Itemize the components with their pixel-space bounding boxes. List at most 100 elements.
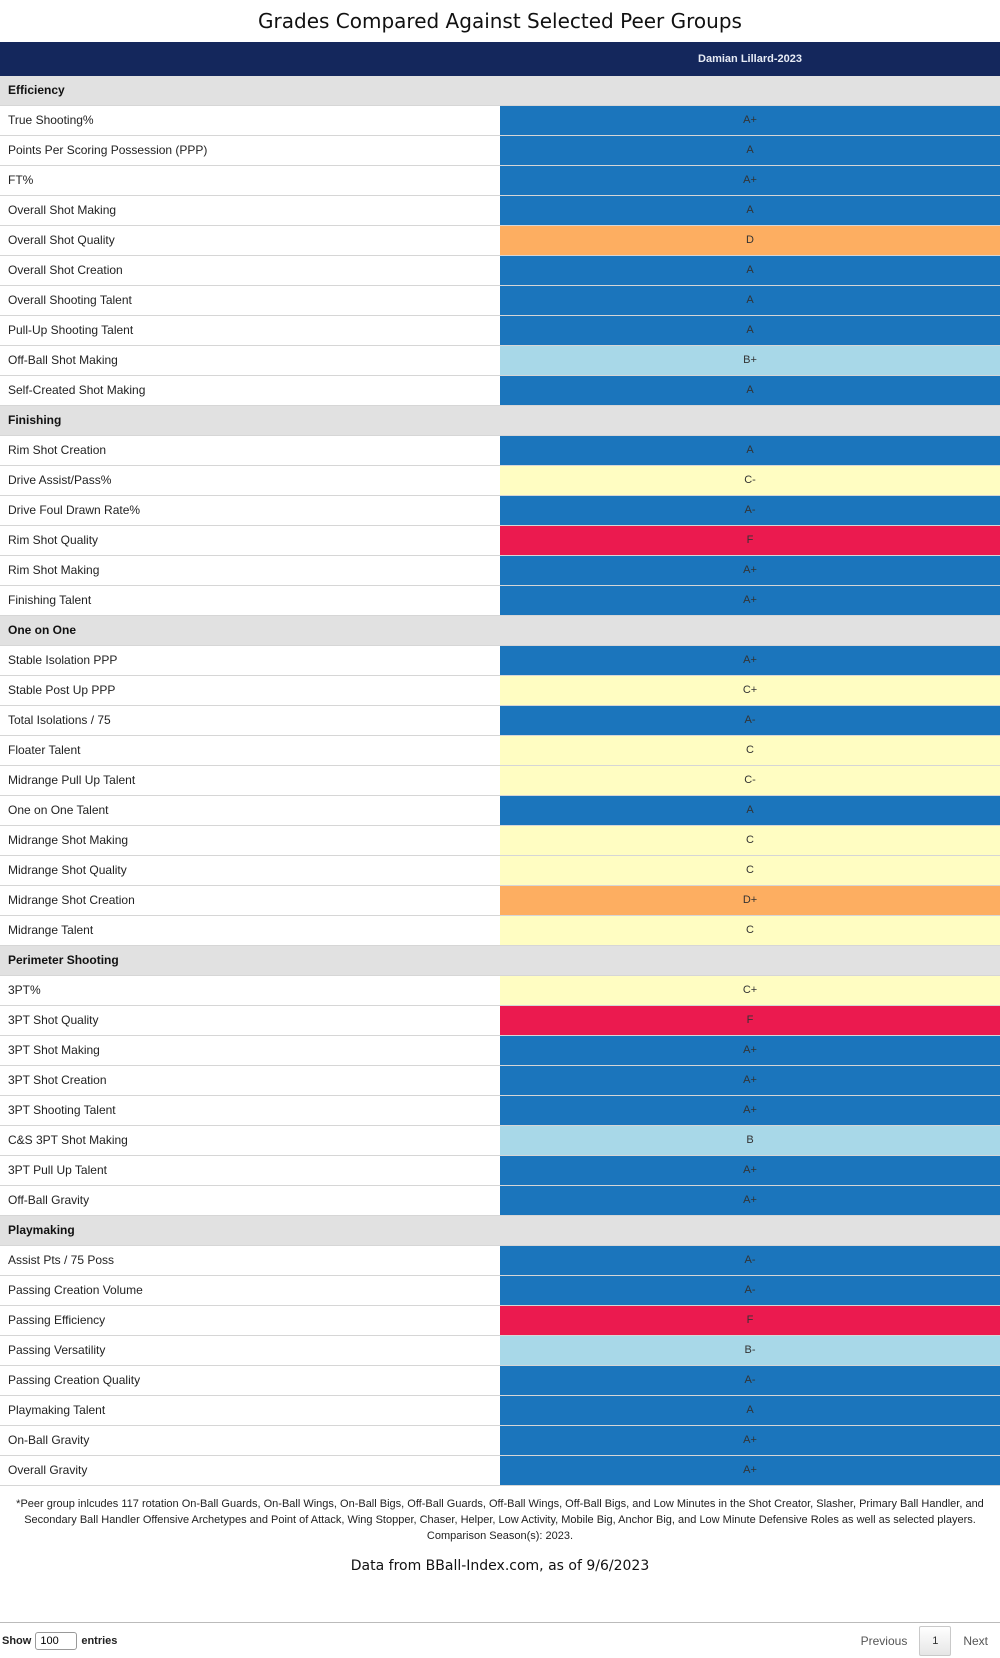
table-row: 3PT Shot Making A+ (0, 1036, 1000, 1066)
table-controls: Show entries Previous 1 Next (0, 1622, 1000, 1658)
grade-cell: A (500, 796, 1000, 825)
table-row: Finishing Talent A+ (0, 586, 1000, 616)
table-row: Drive Foul Drawn Rate% A- (0, 496, 1000, 526)
grade-cell: A+ (500, 1156, 1000, 1185)
grade-cell: A (500, 256, 1000, 285)
metric-label: Midrange Pull Up Talent (8, 773, 136, 787)
metric-label: 3PT Shooting Talent (8, 1103, 116, 1117)
section-blank-cell (500, 406, 1000, 435)
table-row: Overall Gravity A+ (0, 1456, 1000, 1486)
table-row: C&S 3PT Shot Making B (0, 1126, 1000, 1156)
table-row: Rim Shot Making A+ (0, 556, 1000, 586)
section-title: Efficiency (8, 83, 65, 97)
previous-button[interactable]: Previous (860, 1633, 908, 1648)
grade-cell: C (500, 856, 1000, 885)
table-row: 3PT% C+ (0, 976, 1000, 1006)
table-row: Midrange Shot Making C (0, 826, 1000, 856)
grade-cell: A+ (500, 1186, 1000, 1215)
metric-label: One on One Talent (8, 803, 109, 817)
table-row: Drive Assist/Pass% C- (0, 466, 1000, 496)
metric-label: Pull-Up Shooting Talent (8, 323, 134, 337)
grade-cell: B+ (500, 346, 1000, 375)
table-row: Overall Shot Making A (0, 196, 1000, 226)
next-button[interactable]: Next (963, 1633, 988, 1648)
table-row: Assist Pts / 75 Poss A- (0, 1246, 1000, 1276)
grade-cell: A+ (500, 166, 1000, 195)
table-header: Damian Lillard-2023 (0, 42, 1000, 76)
metric-label: Midrange Shot Making (8, 833, 129, 847)
page-length-control: Show entries (0, 1631, 117, 1650)
table-row: True Shooting% A+ (0, 106, 1000, 136)
metric-label: On-Ball Gravity (8, 1433, 90, 1447)
metric-label: Rim Shot Quality (8, 533, 99, 547)
metric-label: Stable Post Up PPP (8, 683, 116, 697)
table-row: Overall Shot Quality D (0, 226, 1000, 256)
grade-cell: C- (500, 466, 1000, 495)
grade-cell: A+ (500, 646, 1000, 675)
table-row: Floater Talent C (0, 736, 1000, 766)
table-row: FT% A+ (0, 166, 1000, 196)
player-column-header[interactable]: Damian Lillard-2023 (698, 53, 802, 65)
table-row: Stable Isolation PPP A+ (0, 646, 1000, 676)
table-row: Passing Versatility B- (0, 1336, 1000, 1366)
metric-label: Passing Creation Quality (8, 1373, 141, 1387)
metric-label: Total Isolations / 75 (8, 713, 111, 727)
table-row: Stable Post Up PPP C+ (0, 676, 1000, 706)
page-1-button[interactable]: 1 (919, 1625, 952, 1656)
section-header-row: Efficiency (0, 76, 1000, 106)
metric-label: Passing Creation Volume (8, 1283, 143, 1297)
grade-cell: A (500, 1396, 1000, 1425)
entries-input[interactable] (35, 1631, 78, 1650)
metric-label: Passing Efficiency (8, 1313, 106, 1327)
table-row: Pull-Up Shooting Talent A (0, 316, 1000, 346)
grade-cell: F (500, 1306, 1000, 1335)
pagination: Previous 1 Next (860, 1625, 1000, 1656)
grade-cell: A- (500, 706, 1000, 735)
grade-cell: C (500, 736, 1000, 765)
table-row: One on One Talent A (0, 796, 1000, 826)
table-row: Midrange Shot Quality C (0, 856, 1000, 886)
table-row: 3PT Shooting Talent A+ (0, 1096, 1000, 1126)
metric-label: Off-Ball Shot Making (8, 353, 118, 367)
grade-cell: F (500, 526, 1000, 555)
show-label: Show (2, 1634, 32, 1647)
metric-label: Rim Shot Making (8, 563, 100, 577)
metric-label: 3PT% (8, 983, 41, 997)
metric-label: Drive Foul Drawn Rate% (8, 503, 141, 517)
section-blank-cell (500, 616, 1000, 645)
section-header-row: Finishing (0, 406, 1000, 436)
grade-cell: A+ (500, 1066, 1000, 1095)
page-title: Grades Compared Against Selected Peer Gr… (258, 9, 742, 33)
section-header-row: Perimeter Shooting (0, 946, 1000, 976)
metric-label: 3PT Shot Quality (8, 1013, 99, 1027)
grade-cell: C (500, 826, 1000, 855)
data-source-note: Data from BBall-Index.com, as of 9/6/202… (350, 1558, 650, 1574)
table-row: Rim Shot Quality F (0, 526, 1000, 556)
table-row: Midrange Talent C (0, 916, 1000, 946)
metric-label: Midrange Shot Creation (8, 893, 135, 907)
grade-cell: A+ (500, 1096, 1000, 1125)
section-blank-cell (500, 1216, 1000, 1245)
grade-cell: A+ (500, 106, 1000, 135)
table-row: Points Per Scoring Possession (PPP) A (0, 136, 1000, 166)
table-row: On-Ball Gravity A+ (0, 1426, 1000, 1456)
grade-cell: D (500, 226, 1000, 255)
metric-label: Rim Shot Creation (8, 443, 107, 457)
metric-label: Playmaking Talent (8, 1403, 106, 1417)
grade-cell: F (500, 1006, 1000, 1035)
metric-label: Assist Pts / 75 Poss (8, 1253, 115, 1267)
section-title: One on One (8, 623, 77, 637)
metric-label: Midrange Shot Quality (8, 863, 127, 877)
table-row: Passing Creation Volume A- (0, 1276, 1000, 1306)
metric-label: True Shooting% (8, 113, 94, 127)
metric-label: Floater Talent (8, 743, 81, 757)
metric-label: Passing Versatility (8, 1343, 106, 1357)
metric-label: Points Per Scoring Possession (PPP) (8, 143, 208, 157)
grade-cell: C- (500, 766, 1000, 795)
table-row: 3PT Shot Creation A+ (0, 1066, 1000, 1096)
grade-cell: A- (500, 1366, 1000, 1395)
table-row: Overall Shooting Talent A (0, 286, 1000, 316)
grade-cell: A+ (500, 1456, 1000, 1485)
table-row: Off-Ball Gravity A+ (0, 1186, 1000, 1216)
table-row: Self-Created Shot Making A (0, 376, 1000, 406)
